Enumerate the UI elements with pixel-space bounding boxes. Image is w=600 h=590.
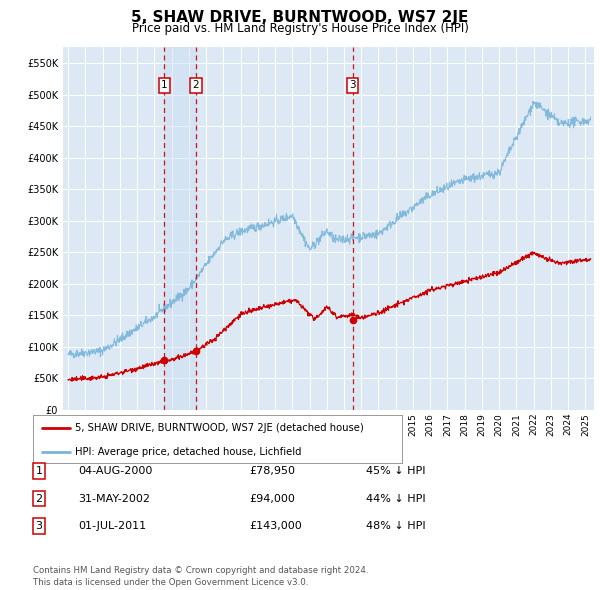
Text: 01-JUL-2011: 01-JUL-2011 <box>78 522 146 531</box>
Text: 5, SHAW DRIVE, BURNTWOOD, WS7 2JE: 5, SHAW DRIVE, BURNTWOOD, WS7 2JE <box>131 10 469 25</box>
Text: 1: 1 <box>35 466 43 476</box>
Text: £78,950: £78,950 <box>249 466 295 476</box>
Text: Price paid vs. HM Land Registry's House Price Index (HPI): Price paid vs. HM Land Registry's House … <box>131 22 469 35</box>
Text: 1: 1 <box>161 80 167 90</box>
Text: HPI: Average price, detached house, Lichfield: HPI: Average price, detached house, Lich… <box>76 447 302 457</box>
Text: 31-MAY-2002: 31-MAY-2002 <box>78 494 150 503</box>
Text: 2: 2 <box>193 80 199 90</box>
Text: 5, SHAW DRIVE, BURNTWOOD, WS7 2JE (detached house): 5, SHAW DRIVE, BURNTWOOD, WS7 2JE (detac… <box>76 423 364 433</box>
Text: 04-AUG-2000: 04-AUG-2000 <box>78 466 152 476</box>
Bar <box>164 47 196 410</box>
Text: £94,000: £94,000 <box>249 494 295 503</box>
Text: £143,000: £143,000 <box>249 522 302 531</box>
Text: 45% ↓ HPI: 45% ↓ HPI <box>366 466 425 476</box>
Text: 3: 3 <box>349 80 356 90</box>
Text: 2: 2 <box>35 494 43 503</box>
Text: 44% ↓ HPI: 44% ↓ HPI <box>366 494 425 503</box>
Text: 3: 3 <box>35 522 43 531</box>
Text: 48% ↓ HPI: 48% ↓ HPI <box>366 522 425 531</box>
Text: Contains HM Land Registry data © Crown copyright and database right 2024.
This d: Contains HM Land Registry data © Crown c… <box>33 566 368 587</box>
